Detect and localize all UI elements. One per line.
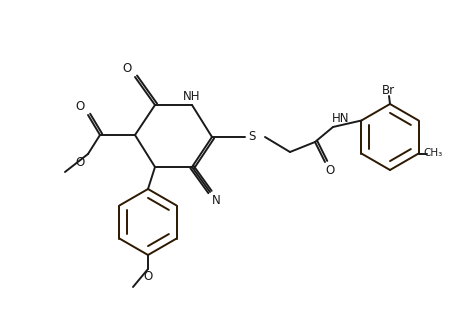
Text: O: O <box>122 62 131 76</box>
Text: S: S <box>248 130 256 144</box>
Text: CH₃: CH₃ <box>423 148 442 159</box>
Text: NH: NH <box>183 91 201 104</box>
Text: N: N <box>212 195 220 208</box>
Text: O: O <box>325 164 335 177</box>
Text: O: O <box>75 100 85 113</box>
Text: Br: Br <box>382 84 394 97</box>
Text: O: O <box>75 156 85 168</box>
Text: O: O <box>144 270 153 284</box>
Text: HN: HN <box>332 112 350 126</box>
